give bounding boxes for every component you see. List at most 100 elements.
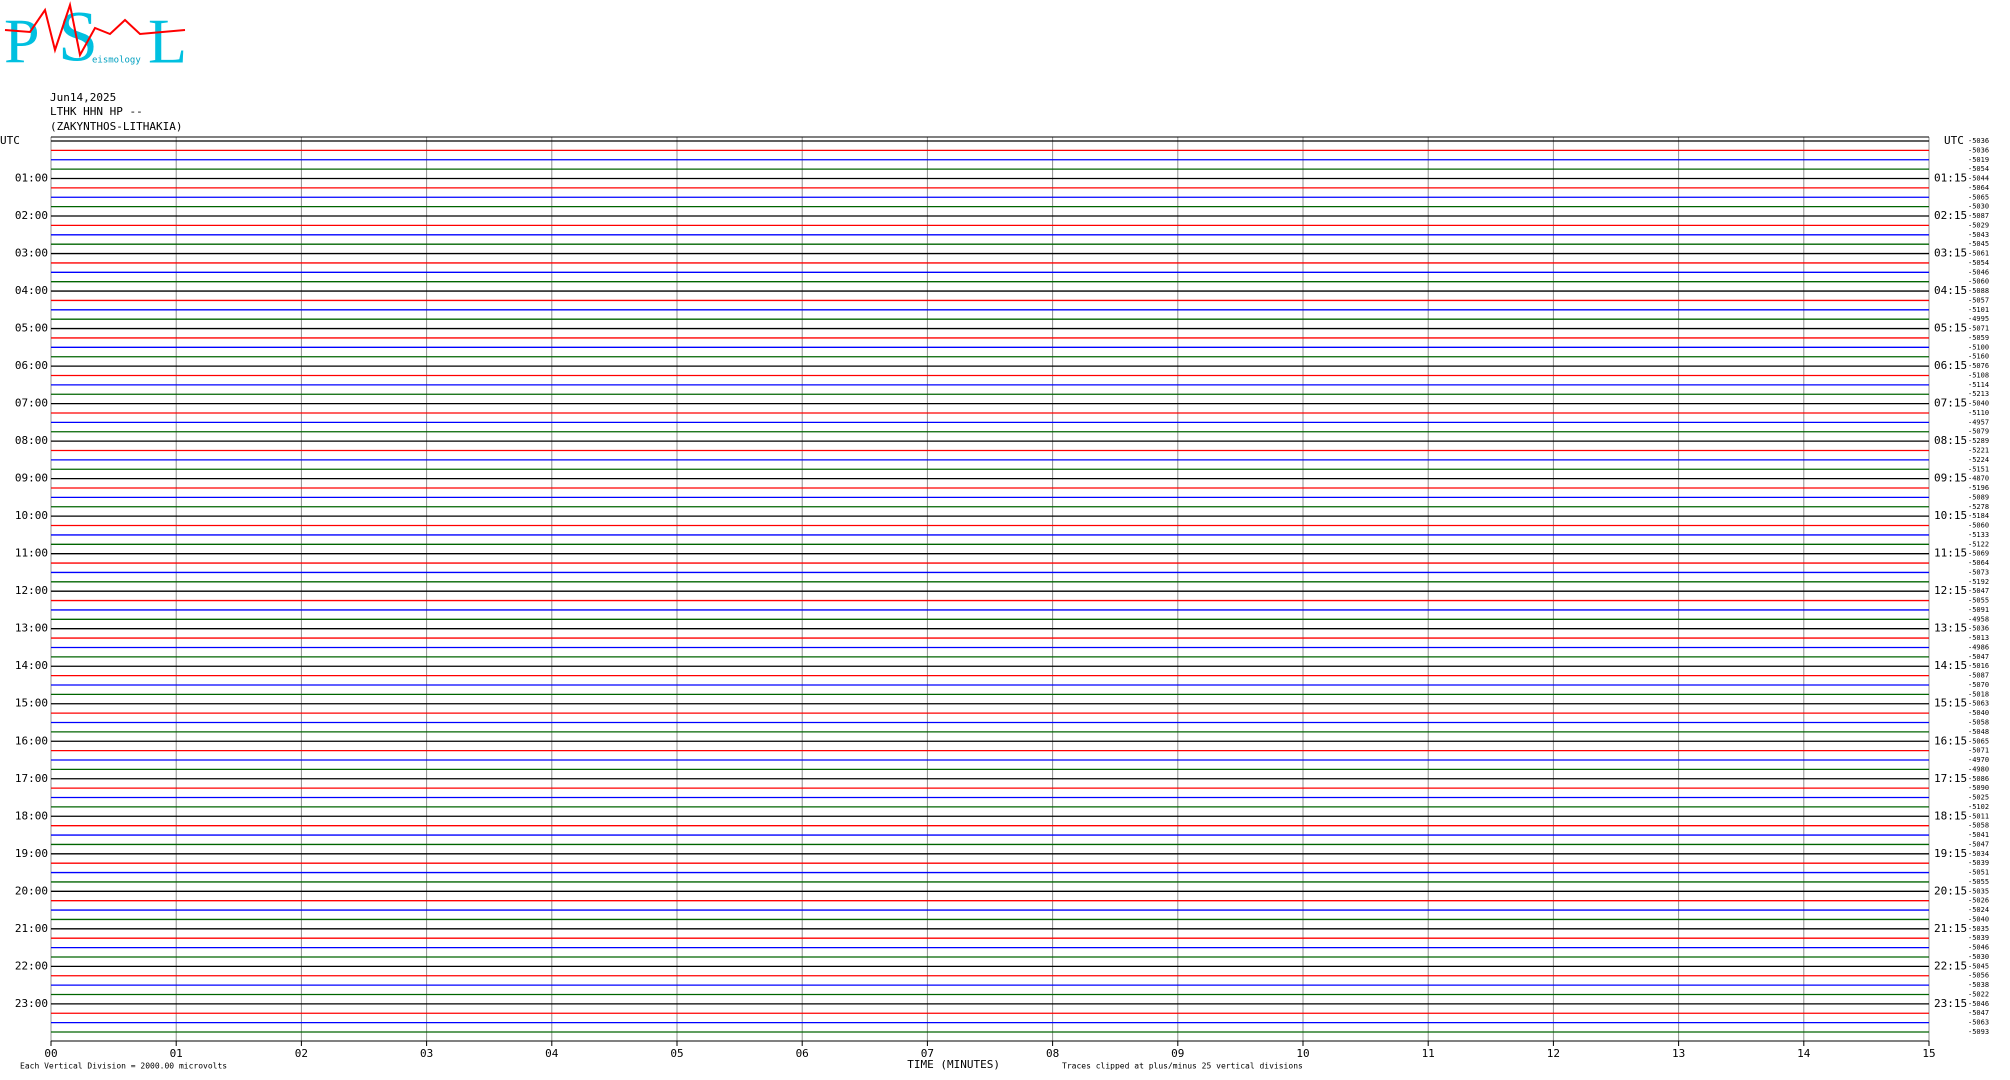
trace-offset: -5108 xyxy=(1968,371,1989,379)
x-tick-label: 12 xyxy=(1547,1047,1560,1060)
trace-offset: -5058 xyxy=(1968,822,1989,830)
trace-offset: -5039 xyxy=(1968,859,1989,867)
x-tick-label: 13 xyxy=(1672,1047,1685,1060)
trace-offset: -5054 xyxy=(1968,259,1989,267)
trace-offset: -5063 xyxy=(1968,1019,1989,1027)
hour-label: 07:00 xyxy=(15,397,48,410)
hour-label: 17:15 xyxy=(1934,772,1967,785)
hour-label: 20:00 xyxy=(15,884,48,897)
x-tick-label: 14 xyxy=(1797,1047,1811,1060)
hour-label: 19:00 xyxy=(15,847,48,860)
trace-offset: -5196 xyxy=(1968,484,1989,492)
trace-offset: -5087 xyxy=(1968,212,1989,220)
trace-offset: -5036 xyxy=(1968,137,1989,145)
hour-label: 09:15 xyxy=(1934,472,1967,485)
date: Jun14,2025 xyxy=(50,91,116,104)
hour-label: 18:00 xyxy=(15,809,48,822)
trace-offset: -4980 xyxy=(1968,765,1989,773)
hour-label: 20:15 xyxy=(1934,884,1967,897)
trace-offset: -5043 xyxy=(1968,231,1989,239)
x-tick-label: 07 xyxy=(921,1047,934,1060)
trace-offset: -5024 xyxy=(1968,906,1989,914)
hour-label: 14:15 xyxy=(1934,659,1967,672)
trace-offset: -5025 xyxy=(1968,794,1989,802)
trace-offset: -4986 xyxy=(1968,643,1989,651)
trace-offset: -5060 xyxy=(1968,278,1989,286)
hour-label: 03:15 xyxy=(1934,247,1967,260)
hour-label: 22:00 xyxy=(15,959,48,972)
hour-label: 11:00 xyxy=(15,547,48,560)
hour-label: 08:00 xyxy=(15,434,48,447)
trace-offset: -5047 xyxy=(1968,840,1989,848)
hour-label: 11:15 xyxy=(1934,547,1967,560)
logo-letter: L xyxy=(148,6,187,77)
x-tick-label: 06 xyxy=(796,1047,809,1060)
trace-offset: -5045 xyxy=(1968,240,1989,248)
trace-offset: -5122 xyxy=(1968,540,1989,548)
hour-label: 19:15 xyxy=(1934,847,1967,860)
trace-offset: -5047 xyxy=(1968,587,1989,595)
hour-label: 14:00 xyxy=(15,659,48,672)
trace-offset: -5071 xyxy=(1968,325,1989,333)
hour-label: 15:00 xyxy=(15,697,48,710)
trace-offset: -5100 xyxy=(1968,343,1989,351)
trace-offset: -5051 xyxy=(1968,869,1989,877)
hour-label: 09:00 xyxy=(15,472,48,485)
trace-offset: -5088 xyxy=(1968,287,1989,295)
trace-offset: -5060 xyxy=(1968,522,1989,530)
scale-note: Each Vertical Division = 2000.00 microvo… xyxy=(20,1062,227,1071)
trace-offset: -5035 xyxy=(1968,925,1989,933)
trace-offset: -5063 xyxy=(1968,700,1989,708)
trace-offset: -5039 xyxy=(1968,934,1989,942)
trace-offset: -4957 xyxy=(1968,418,1989,426)
hour-label: 23:00 xyxy=(15,997,48,1010)
hour-label: 16:15 xyxy=(1934,734,1967,747)
hour-label: 06:15 xyxy=(1934,359,1967,372)
logo: P S L eismology xyxy=(4,0,187,77)
hour-label: 15:15 xyxy=(1934,697,1967,710)
logo-text: eismology xyxy=(92,56,141,66)
trace-offset: -5040 xyxy=(1968,709,1989,717)
trace-offset: -5040 xyxy=(1968,915,1989,923)
trace-offset: -5054 xyxy=(1968,165,1989,173)
trace-offset: -5030 xyxy=(1968,203,1989,211)
hour-label: 08:15 xyxy=(1934,434,1967,447)
hour-label: 12:00 xyxy=(15,584,48,597)
trace-offset: -5278 xyxy=(1968,503,1989,511)
trace-offset: -5029 xyxy=(1968,221,1989,229)
x-tick-label: 02 xyxy=(295,1047,308,1060)
hour-label: 22:15 xyxy=(1934,959,1967,972)
hour-label: 01:00 xyxy=(15,172,48,185)
trace-offset: -5064 xyxy=(1968,559,1989,567)
trace-offset: -5091 xyxy=(1968,606,1989,614)
trace-offset: -4970 xyxy=(1968,756,1989,764)
trace-offset: -5030 xyxy=(1968,953,1989,961)
clip-note: Traces clipped at plus/minus 25 vertical… xyxy=(1062,1062,1303,1071)
location: (ZAKYNTHOS-LITHAKIA) xyxy=(50,120,182,133)
trace-offset: -5047 xyxy=(1968,1009,1989,1017)
hour-label: 03:00 xyxy=(15,247,48,260)
hour-label: 18:15 xyxy=(1934,809,1967,822)
trace-offset: -5018 xyxy=(1968,690,1989,698)
trace-offset: -5041 xyxy=(1968,831,1989,839)
x-tick-label: 08 xyxy=(1046,1047,1059,1060)
trace-offset: -5055 xyxy=(1968,597,1989,605)
trace-offset: -5064 xyxy=(1968,184,1989,192)
trace-offset: -5065 xyxy=(1968,737,1989,745)
hour-label: 17:00 xyxy=(15,772,48,785)
hour-label: 04:00 xyxy=(15,284,48,297)
trace-offset: -5059 xyxy=(1968,334,1989,342)
trace-offset: -5070 xyxy=(1968,681,1989,689)
trace-offset: -5073 xyxy=(1968,568,1989,576)
trace-offset: -5102 xyxy=(1968,803,1989,811)
trace-offset: -5071 xyxy=(1968,747,1989,755)
trace-offset: -5036 xyxy=(1968,146,1989,154)
trace-offset: -5019 xyxy=(1968,156,1989,164)
trace-offset: -5160 xyxy=(1968,353,1989,361)
hour-label: 05:00 xyxy=(15,322,48,335)
x-axis-title: TIME (MINUTES) xyxy=(907,1058,1000,1071)
trace-offset: -4958 xyxy=(1968,615,1989,623)
trace-offset: -4870 xyxy=(1968,475,1989,483)
trace-offset: -5046 xyxy=(1968,268,1989,276)
trace-offset: -4995 xyxy=(1968,315,1989,323)
